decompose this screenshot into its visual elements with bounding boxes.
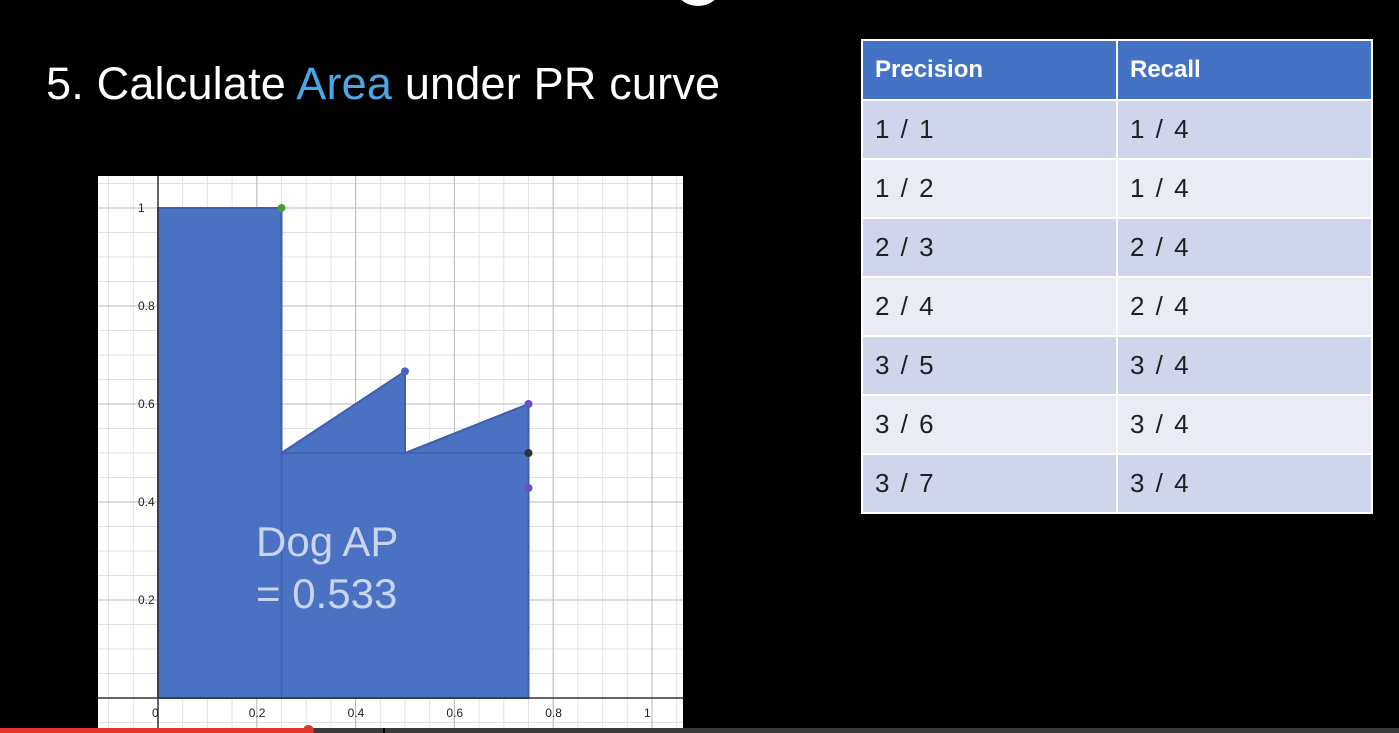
header-recall: Recall [1116,39,1373,101]
recall-cell: 1 / 4 [1116,158,1373,219]
y-tick-label: 1 [138,201,145,215]
y-tick-label: 0.8 [138,299,155,313]
pr-curve-svg: 0 0.2 0.4 0.6 0.8 1 0.2 0.4 0.6 0.8 1 [98,176,683,729]
title-prefix: 5. Calculate [46,58,297,109]
table-row: 3 / 7 3 / 4 [861,453,1373,514]
x-tick-label: 0.2 [249,706,266,720]
title-accent: Area [296,58,393,109]
pr-data-point [401,367,409,376]
y-tick-label: 0.4 [138,495,155,509]
precision-recall-table: Precision Recall 1 / 1 1 / 4 1 / 2 1 / 4… [861,39,1373,514]
x-tick-label: 0.6 [446,706,463,720]
precision-cell: 1 / 2 [861,158,1118,219]
table-row: 1 / 1 1 / 4 [861,99,1373,160]
header-precision: Precision [861,39,1118,101]
recall-cell: 3 / 4 [1116,335,1373,396]
table-row: 2 / 4 2 / 4 [861,276,1373,337]
slide-decoration [676,0,720,6]
table-header-row: Precision Recall [861,39,1373,101]
table-row: 3 / 5 3 / 4 [861,335,1373,396]
y-tick-label: 0.6 [138,397,155,411]
x-tick-label: 0.4 [348,706,365,720]
recall-cell: 2 / 4 [1116,276,1373,337]
pr-data-point [524,483,533,492]
precision-cell: 3 / 5 [861,335,1118,396]
ap-annotation-line1: Dog AP [256,518,399,565]
pr-data-point [277,204,286,212]
recall-cell: 1 / 4 [1116,99,1373,160]
precision-cell: 3 / 7 [861,453,1118,514]
precision-cell: 2 / 4 [861,276,1118,337]
slide-title: 5. Calculate Area under PR curve [46,58,720,110]
table-row: 3 / 6 3 / 4 [861,394,1373,455]
pr-curve-plot: 0 0.2 0.4 0.6 0.8 1 0.2 0.4 0.6 0.8 1 [98,176,683,729]
ap-annotation-line2: = 0.533 [256,570,398,617]
title-suffix: under PR curve [392,58,721,109]
table-row: 2 / 3 2 / 4 [861,217,1373,278]
y-tick-label: 0.2 [138,593,155,607]
x-tick-label: 0 [152,706,159,720]
precision-cell: 1 / 1 [861,99,1118,160]
video-chapter-marker [383,728,385,733]
video-progress-bar[interactable] [0,725,1399,733]
video-progress-played [0,728,308,733]
pr-data-point [524,400,533,408]
recall-cell: 3 / 4 [1116,394,1373,455]
x-tick-label: 0.8 [545,706,562,720]
recall-cell: 2 / 4 [1116,217,1373,278]
pr-data-point [524,449,533,457]
precision-cell: 2 / 3 [861,217,1118,278]
x-tick-label: 1 [644,706,651,720]
video-scrubber-handle[interactable] [302,725,314,733]
recall-cell: 3 / 4 [1116,453,1373,514]
precision-cell: 3 / 6 [861,394,1118,455]
ap-annotation: Dog AP = 0.533 [256,516,398,620]
table-row: 1 / 2 1 / 4 [861,158,1373,219]
